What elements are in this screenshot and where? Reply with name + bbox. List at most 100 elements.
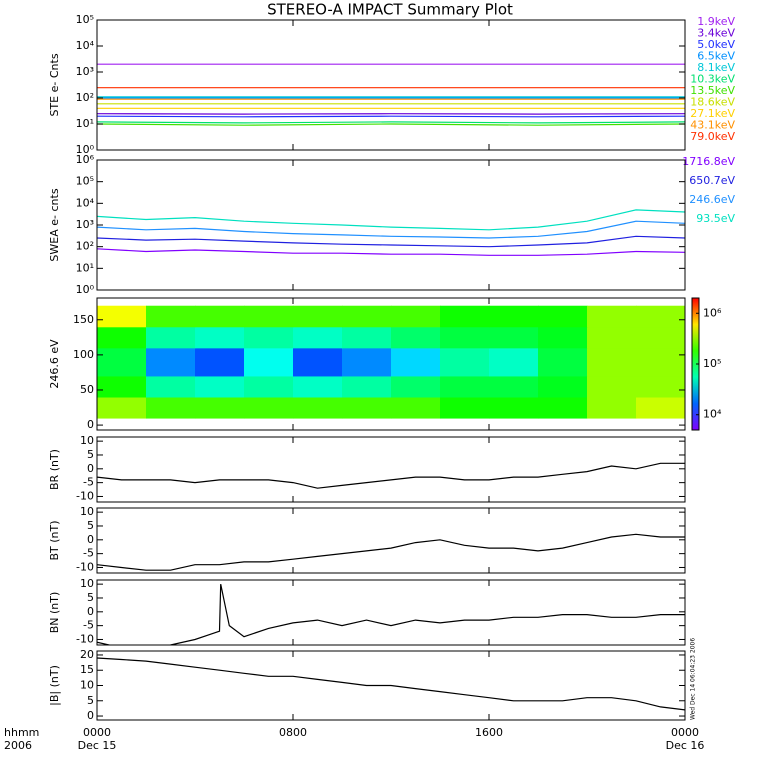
chart-title: STEREO-A IMPACT Summary Plot (267, 1, 513, 19)
heatmap-cell (146, 326, 196, 349)
year-label: 2006 (4, 739, 32, 752)
heatmap-cell (195, 326, 245, 349)
heatmap-cell (97, 326, 147, 349)
plot-area (97, 209, 685, 256)
colorbar-tick-label: 10⁴ (703, 408, 722, 421)
y-tick-label: -10 (76, 632, 94, 645)
heatmap-cell (587, 397, 637, 419)
heatmap-cell (195, 305, 245, 328)
y-tick-label: 0 (87, 462, 94, 475)
y-axis-label: BT (nT) (48, 520, 61, 560)
series-line (97, 533, 685, 571)
y-tick-label: 10 (80, 577, 94, 590)
date-label: Dec 15 (78, 739, 117, 752)
series-line (97, 657, 685, 711)
series-line (97, 123, 685, 126)
y-tick-label: -10 (76, 489, 94, 502)
legend-entry: 5.0keV (697, 38, 735, 51)
y-tick-label: 10⁵ (76, 175, 94, 188)
heatmap-cell (195, 397, 245, 419)
legend-entry: 10.3keV (690, 73, 735, 86)
y-tick-label: 10⁰ (76, 283, 95, 296)
heatmap-cell (342, 397, 392, 419)
heatmap-cell (244, 397, 294, 419)
heatmap-cell (636, 305, 685, 328)
x-tick-label: 0800 (279, 726, 307, 739)
heatmap-cell (342, 305, 392, 328)
plot-area (97, 63, 685, 126)
heatmap-cell (391, 326, 441, 349)
y-tick-label: 10³ (76, 218, 94, 231)
heatmap-cell (538, 305, 588, 328)
heatmap-cell (587, 347, 637, 377)
heatmap-cell (440, 347, 490, 377)
heatmap-cell (244, 326, 294, 349)
panel-frame (96, 579, 686, 646)
y-tick-label: 10 (80, 679, 94, 692)
y-tick-label: 20 (80, 648, 94, 661)
y-tick-label: 0 (87, 605, 94, 618)
legend-entry: 93.5eV (696, 212, 735, 225)
heatmap-cell (97, 375, 147, 398)
heatmap-cell (195, 347, 245, 377)
y-tick-label: 5 (87, 448, 94, 461)
heatmap-cell (489, 326, 539, 349)
legend-entry: 43.1keV (690, 119, 735, 132)
heatmap-cell (293, 375, 343, 398)
y-tick-label: 0 (87, 533, 94, 546)
y-tick-label: 10² (76, 240, 94, 253)
y-tick-label: 0 (87, 709, 94, 722)
panel-frame (96, 436, 686, 503)
heatmap-cell (293, 305, 343, 328)
heatmap-cell (146, 375, 196, 398)
x-tick-label: 0000 (671, 726, 699, 739)
plot-area (97, 533, 685, 571)
series-line (97, 220, 685, 239)
heatmap-cell (342, 326, 392, 349)
y-tick-label: 10² (76, 91, 94, 104)
y-tick-label: 10⁴ (76, 39, 95, 52)
heatmap-cell (391, 397, 441, 419)
panel-frame (96, 19, 686, 151)
y-axis-label: STE e- Cnts (48, 53, 61, 116)
heatmap-cell (489, 397, 539, 419)
heatmap-cell (146, 305, 196, 328)
y-tick-label: -5 (83, 619, 94, 632)
series-line (97, 209, 685, 231)
y-tick-label: 0 (87, 418, 94, 431)
y-axis-label: BR (nT) (48, 449, 61, 490)
y-tick-label: 10⁰ (76, 143, 95, 156)
series-line (97, 235, 685, 248)
heatmap-cell (440, 375, 490, 398)
y-tick-label: -5 (83, 547, 94, 560)
y-axis-label: |B| (nT) (48, 665, 61, 706)
legend-entry: 13.5keV (690, 84, 735, 97)
series-line (97, 462, 685, 489)
colorbar-tick-label: 10⁵ (703, 357, 721, 370)
heatmap-cell (391, 305, 441, 328)
y-tick-label: 5 (87, 591, 94, 604)
heatmap-cell (244, 375, 294, 398)
y-tick-label: 10⁴ (76, 196, 95, 209)
heatmap-cell (636, 397, 685, 419)
y-axis-label: SWEA e- cnts (48, 188, 61, 261)
heatmap-cell (391, 375, 441, 398)
legend-entry: 1716.8eV (682, 155, 735, 168)
heatmap-cell (440, 326, 490, 349)
y-tick-label: 10 (80, 434, 94, 447)
heatmap-cell (342, 347, 392, 377)
date-label: Dec 16 (666, 739, 705, 752)
plot-area (97, 462, 685, 489)
y-axis-label: BN (nT) (48, 592, 61, 634)
x-tick-label: 0000 (83, 726, 111, 739)
heatmap-cell (146, 347, 196, 377)
legend-entry: 8.1keV (697, 61, 735, 74)
legend-entry: 6.5keV (697, 50, 735, 63)
heatmap-cell (538, 326, 588, 349)
heatmap-cell (97, 305, 147, 328)
heatmap-cell (636, 375, 685, 398)
heatmap-cell (587, 326, 637, 349)
heatmap-cell (636, 347, 685, 377)
plot-area (97, 583, 685, 645)
